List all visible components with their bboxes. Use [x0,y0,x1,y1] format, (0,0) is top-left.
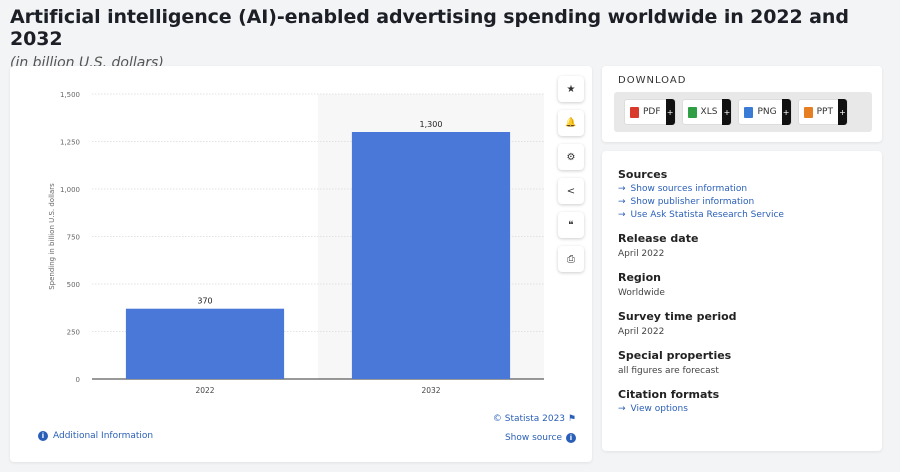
y-tick-label: 1,500 [60,91,80,99]
region-value: Worldwide [618,288,665,298]
additional-info-label: Additional Information [53,431,154,441]
release-value: April 2022 [618,249,665,259]
cite-button[interactable]: ❝ [558,212,584,238]
download-buttons: PDF + XLS + PNG + PPT + [614,92,872,132]
survey-section: Survey time period April 2022 [618,310,882,337]
citation-section: Citation formats → View options [618,388,882,414]
show-source-link[interactable]: Show source i [505,433,576,443]
info-icon: i [566,433,576,443]
release-heading: Release date [618,232,699,245]
xls-file-icon [687,106,697,118]
show-publisher-link[interactable]: → Show publisher information [618,197,882,207]
chart-card: 0 250 500 750 1,000 1,250 1,500 Spending in bil… [10,66,592,462]
download-ppt-button[interactable]: PPT + [797,99,848,125]
bell-icon: 🔔 [565,118,577,128]
statista-credit[interactable]: © Statista 2023 ⚑ [493,414,576,424]
special-value: all figures are forecast [618,366,719,376]
page-title: Artificial intelligence (AI)-enabled adv… [10,6,849,50]
ppt-file-icon [803,106,813,118]
download-xls-button[interactable]: XLS + [681,99,733,125]
credit-text: © Statista 2023 [492,414,566,424]
y-tick-label: 750 [67,234,80,242]
release-section: Release date April 2022 [618,232,882,259]
y-tick-label: 500 [67,281,80,289]
link-label: Show publisher information [630,197,755,207]
quote-icon: ❝ [568,219,574,231]
arrow-right-icon: → [618,404,626,414]
bar-value-label: 370 [197,297,212,306]
arrow-right-icon: → [618,197,626,207]
additional-info-link[interactable]: i Additional Information [38,431,153,441]
arrow-right-icon: → [618,210,626,220]
ask-statista-link[interactable]: → Use Ask Statista Research Service [618,210,882,220]
y-tick-label: 250 [67,329,80,337]
flag-icon: ⚑ [567,414,576,424]
y-tick-label: 1,000 [60,186,80,194]
star-icon: ★ [566,83,576,95]
link-label: Use Ask Statista Research Service [630,210,784,220]
link-label: Show sources information [630,184,748,194]
y-tick-label: 1,250 [60,139,80,147]
png-label: PNG [757,107,777,117]
show-sources-link[interactable]: → Show sources information [618,184,882,194]
ppt-label: PPT [816,107,833,117]
citation-heading: Citation formats [618,388,720,401]
info-card: Sources → Show sources information → Show … [602,151,882,451]
region-heading: Region [618,271,661,284]
download-pdf-button[interactable]: PDF + [624,99,676,125]
settings-button[interactable]: ⚙ [558,144,584,170]
download-card: DOWNLOAD PDF + XLS + PNG + PPT + [602,66,882,142]
bar-chart: 0 250 500 750 1,000 1,250 1,500 Spending in bil… [48,91,544,395]
pdf-file-icon [630,106,639,118]
view-options-link[interactable]: → View options [618,404,882,414]
bar-value-label: 1,300 [420,120,443,129]
link-label: View options [630,404,688,414]
plus-icon: + [665,99,675,125]
info-icon: i [38,431,48,441]
star-button[interactable]: ★ [558,76,584,102]
region-section: Region Worldwide [618,271,882,298]
plus-icon: + [722,99,732,125]
special-section: Special properties all figures are forec… [618,349,882,376]
print-icon: ⎙ [567,253,575,265]
chart-toolbar: ★ 🔔 ⚙ < ❝ ⎙ [558,76,584,280]
gear-icon: ⚙ [566,151,576,163]
plus-icon: + [781,99,791,125]
title-block: Artificial intelligence (AI)-enabled adv… [10,6,900,71]
plus-icon: + [837,99,847,125]
show-source-label: Show source [504,433,562,443]
bell-button[interactable]: 🔔 [558,110,584,136]
png-file-icon [744,106,754,118]
print-button[interactable]: ⎙ [558,246,584,272]
x-tick-label: 2032 [421,386,440,395]
sources-section: Sources → Show sources information → Show … [618,168,882,220]
x-tick-label: 2022 [195,386,214,395]
bar [125,308,285,379]
survey-heading: Survey time period [618,310,737,323]
xls-label: XLS [700,107,718,117]
download-heading: DOWNLOAD [618,75,687,86]
pdf-label: PDF [643,107,661,117]
bar [351,132,511,379]
share-button[interactable]: < [558,178,584,204]
special-heading: Special properties [618,349,732,362]
y-axis-label: Spending in billion U.S. dollars [48,183,56,290]
sources-heading: Sources [618,168,668,181]
share-icon: < [566,185,576,197]
arrow-right-icon: → [618,184,626,194]
download-png-button[interactable]: PNG + [738,99,792,125]
y-tick-label: 0 [76,376,80,384]
survey-value: April 2022 [618,327,665,337]
